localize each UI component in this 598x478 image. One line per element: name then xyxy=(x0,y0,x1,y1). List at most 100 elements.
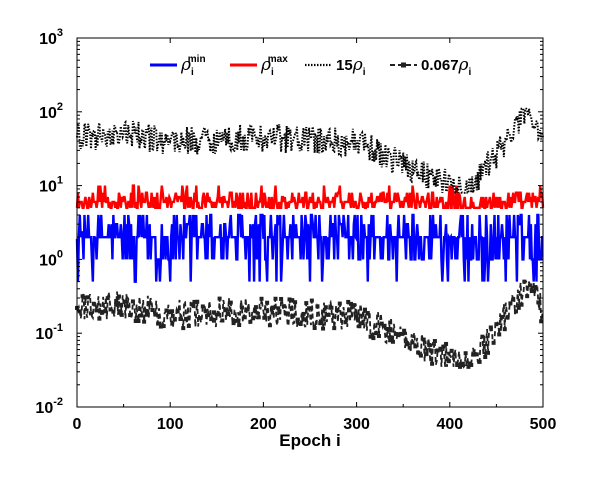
series-marker xyxy=(418,353,423,358)
legend-item-2: 15ρi xyxy=(305,55,366,78)
series-marker xyxy=(125,304,130,309)
series-marker xyxy=(108,307,113,312)
series-marker xyxy=(198,316,203,321)
series-marker xyxy=(220,318,225,323)
series-marker xyxy=(178,317,183,322)
series-marker xyxy=(438,346,443,351)
series-marker xyxy=(332,326,337,331)
series-marker xyxy=(494,322,499,327)
series-marker xyxy=(351,303,356,308)
series-marker xyxy=(206,313,211,318)
series-marker xyxy=(519,302,524,307)
series-marker xyxy=(357,324,362,329)
series-marker xyxy=(86,295,91,300)
series-marker xyxy=(172,317,177,322)
series-marker xyxy=(530,289,535,293)
series-marker xyxy=(497,332,502,337)
series-marker xyxy=(267,323,272,328)
series-marker xyxy=(458,364,463,369)
series-marker xyxy=(312,326,317,330)
series-marker xyxy=(491,340,496,345)
series-marker xyxy=(407,345,412,350)
legend-marker xyxy=(401,62,406,68)
series-marker xyxy=(136,319,141,324)
x-tick-label: 400 xyxy=(436,416,463,433)
series-marker xyxy=(228,300,233,305)
series-marker xyxy=(139,313,144,318)
series-marker xyxy=(460,361,465,366)
series-marker xyxy=(200,304,205,309)
series-marker xyxy=(234,318,239,323)
series-marker xyxy=(416,350,421,355)
series-layer xyxy=(75,107,545,371)
series-marker xyxy=(156,321,161,326)
series-marker xyxy=(444,341,449,346)
series-marker xyxy=(508,301,513,306)
series-marker xyxy=(158,324,163,329)
series-marker xyxy=(142,319,147,324)
series-marker xyxy=(337,301,342,306)
series-marker xyxy=(483,354,488,359)
series-marker xyxy=(390,339,395,344)
series-marker xyxy=(474,352,479,357)
series-marker xyxy=(522,279,527,284)
series-marker xyxy=(184,316,189,321)
series-marker xyxy=(379,321,384,326)
legend-label: ρimin xyxy=(180,54,206,78)
series-marker xyxy=(192,299,197,304)
series-marker xyxy=(354,314,359,319)
x-tick-label: 500 xyxy=(530,416,557,433)
series-line-0 xyxy=(75,213,544,283)
series-marker xyxy=(469,362,474,367)
y-tick-label: 102 xyxy=(39,101,63,122)
series-marker xyxy=(486,350,491,355)
x-axis-label: Epoch i xyxy=(279,431,340,450)
series-marker xyxy=(349,301,354,306)
series-marker xyxy=(318,321,323,326)
series-marker xyxy=(365,311,370,316)
series-marker xyxy=(323,305,328,310)
series-marker xyxy=(533,285,538,290)
series-2 xyxy=(76,107,544,196)
series-marker xyxy=(326,312,331,317)
series-marker xyxy=(304,301,309,306)
series-marker xyxy=(161,324,166,329)
series-marker xyxy=(410,340,415,345)
series-marker xyxy=(362,307,367,312)
series-marker xyxy=(287,297,292,302)
series-marker xyxy=(175,309,180,314)
series-marker xyxy=(346,299,351,304)
series-marker xyxy=(427,342,432,347)
series-marker xyxy=(539,319,544,324)
series-marker xyxy=(214,312,219,317)
legend-label: 15ρi xyxy=(336,55,366,78)
series-marker xyxy=(360,321,365,326)
series-marker xyxy=(239,305,244,310)
series-marker xyxy=(164,308,169,313)
series-marker xyxy=(452,352,457,357)
series-marker xyxy=(133,318,138,323)
series-marker xyxy=(279,296,284,301)
series-marker xyxy=(527,283,532,288)
legend-label: ρimax xyxy=(260,54,288,78)
x-tick-label: 0 xyxy=(73,416,82,433)
series-marker xyxy=(343,320,348,325)
series-marker xyxy=(432,339,437,344)
series-marker xyxy=(150,308,155,312)
series-marker xyxy=(147,301,152,306)
legend-label: 0.067ρi xyxy=(421,55,472,78)
series-marker xyxy=(511,297,516,302)
series-marker xyxy=(502,327,507,332)
series-marker xyxy=(329,305,334,310)
series-marker xyxy=(102,309,107,314)
series-marker xyxy=(449,348,454,353)
x-tick-label: 200 xyxy=(250,416,277,433)
series-marker xyxy=(472,352,477,357)
series-marker xyxy=(466,364,471,369)
series-marker xyxy=(114,302,119,307)
series-marker xyxy=(273,296,278,301)
series-marker xyxy=(424,352,429,357)
series-marker xyxy=(94,308,99,313)
series-marker xyxy=(105,296,110,301)
